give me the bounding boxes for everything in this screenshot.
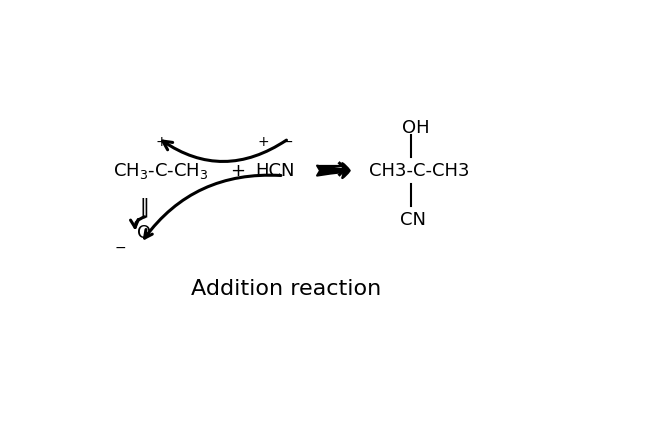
- Text: +: +: [258, 135, 270, 149]
- Text: −: −: [282, 135, 293, 149]
- Text: +: +: [155, 135, 167, 149]
- Text: CN: CN: [399, 211, 426, 229]
- Text: ‖: ‖: [139, 198, 149, 217]
- Text: O: O: [138, 224, 151, 242]
- Text: −: −: [114, 241, 126, 255]
- Text: HCN: HCN: [255, 162, 295, 180]
- Text: Addition reaction: Addition reaction: [191, 279, 382, 299]
- Text: ⇒: ⇒: [318, 154, 349, 187]
- Text: OH: OH: [403, 120, 430, 138]
- Text: CH3-C-CH3: CH3-C-CH3: [368, 162, 469, 180]
- Text: +: +: [230, 162, 245, 180]
- Text: CH$_3$-C-CH$_3$: CH$_3$-C-CH$_3$: [113, 161, 209, 180]
